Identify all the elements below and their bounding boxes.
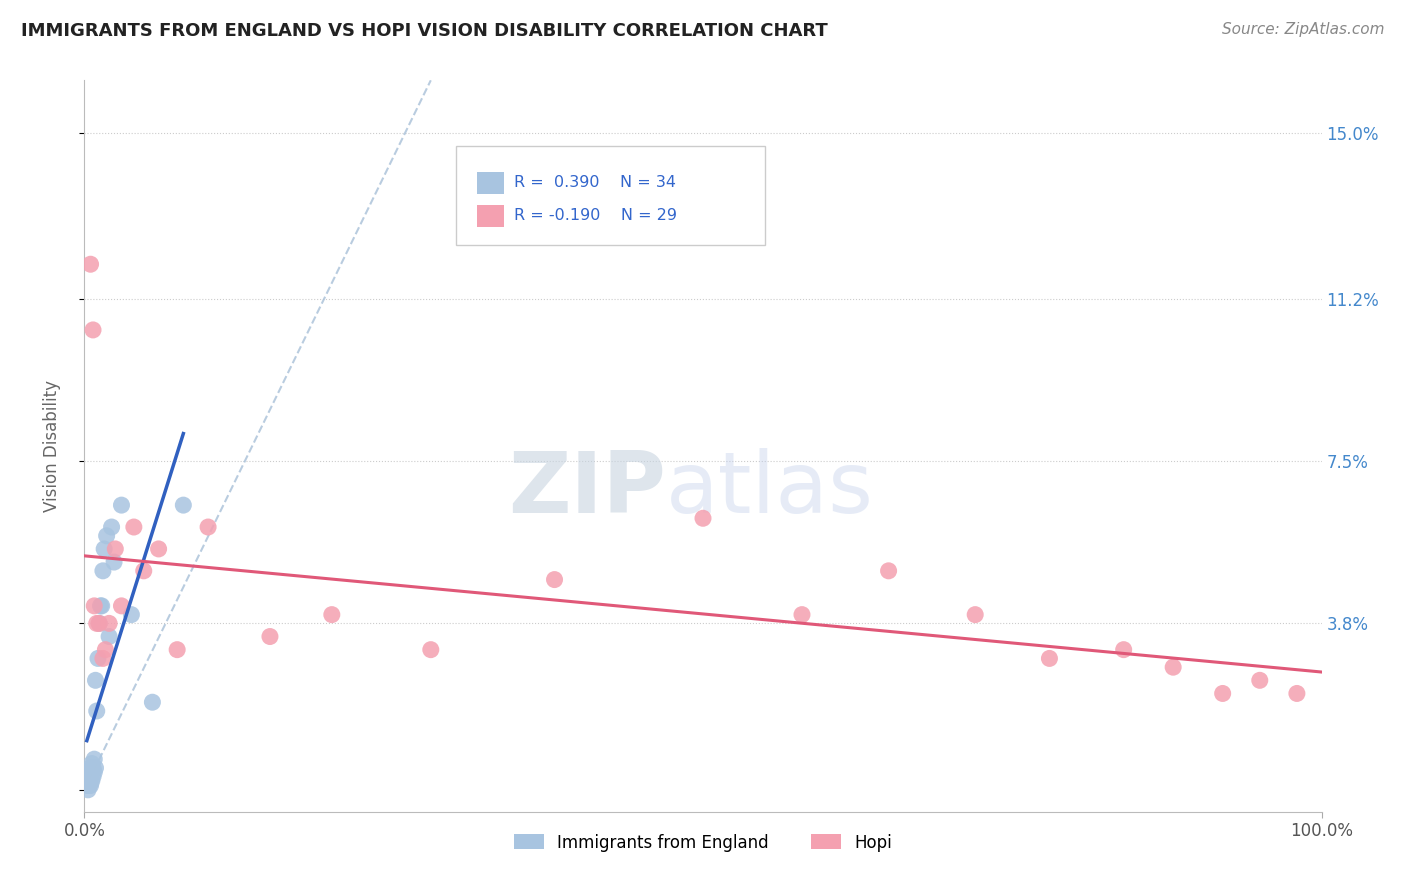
Point [122, 520, 145, 534]
Point [259, 630, 281, 644]
Point [83, 752, 105, 766]
Point [1285, 686, 1308, 700]
Point [1112, 642, 1135, 657]
Point [76, 779, 98, 793]
Point [91, 564, 114, 578]
Point [1212, 686, 1234, 700]
Point [1038, 651, 1060, 665]
Point [80, 756, 103, 771]
Point [79, 257, 101, 271]
Bar [477, 171, 503, 194]
Text: IMMIGRANTS FROM ENGLAND VS HOPI VISION DISABILITY CORRELATION CHART: IMMIGRANTS FROM ENGLAND VS HOPI VISION D… [21, 22, 828, 40]
Point [84, 673, 107, 688]
Point [82, 770, 104, 784]
Point [82, 323, 104, 337]
Point [100, 520, 122, 534]
Point [965, 607, 987, 622]
Text: Source: ZipAtlas.com: Source: ZipAtlas.com [1222, 22, 1385, 37]
Point [96, 529, 118, 543]
Point [120, 607, 142, 622]
Point [79, 774, 101, 789]
Point [84, 761, 107, 775]
Point [321, 607, 343, 622]
Point [172, 498, 194, 512]
Point [86, 616, 108, 631]
Point [1249, 673, 1271, 688]
Point [790, 607, 813, 622]
Point [77, 782, 100, 797]
Bar [477, 204, 503, 227]
Point [94, 642, 117, 657]
Point [98, 630, 121, 644]
Y-axis label: Vision Disability: Vision Disability [42, 380, 60, 512]
Point [166, 642, 188, 657]
Point [692, 511, 714, 525]
Point [89, 616, 111, 631]
Point [77, 770, 100, 784]
Point [76, 774, 98, 789]
Point [89, 599, 111, 613]
Point [79, 779, 101, 793]
Point [80, 774, 103, 789]
Point [197, 520, 219, 534]
Point [93, 541, 115, 556]
Point [89, 616, 111, 631]
Point [98, 616, 121, 631]
Point [141, 695, 163, 709]
Point [83, 765, 105, 780]
Point [79, 770, 101, 784]
Point [877, 564, 900, 578]
Text: ZIP: ZIP [508, 449, 666, 532]
Point [103, 555, 125, 569]
Text: atlas: atlas [666, 449, 875, 532]
Point [1161, 660, 1184, 674]
Text: R =  0.390    N = 34: R = 0.390 N = 34 [513, 175, 676, 190]
Point [82, 761, 104, 775]
Point [80, 765, 103, 780]
Point [91, 651, 114, 665]
Point [83, 599, 105, 613]
Point [86, 704, 108, 718]
Point [419, 642, 441, 657]
Point [79, 765, 101, 780]
Point [148, 541, 170, 556]
Text: R = -0.190    N = 29: R = -0.190 N = 29 [513, 208, 676, 223]
Point [104, 541, 127, 556]
FancyBboxPatch shape [456, 146, 765, 244]
Point [110, 599, 132, 613]
Point [132, 564, 155, 578]
Legend: Immigrants from England, Hopi: Immigrants from England, Hopi [508, 827, 898, 858]
Point [110, 498, 132, 512]
Point [87, 651, 110, 665]
Point [90, 599, 112, 613]
Point [79, 761, 101, 775]
Point [543, 573, 565, 587]
Point [79, 779, 101, 793]
